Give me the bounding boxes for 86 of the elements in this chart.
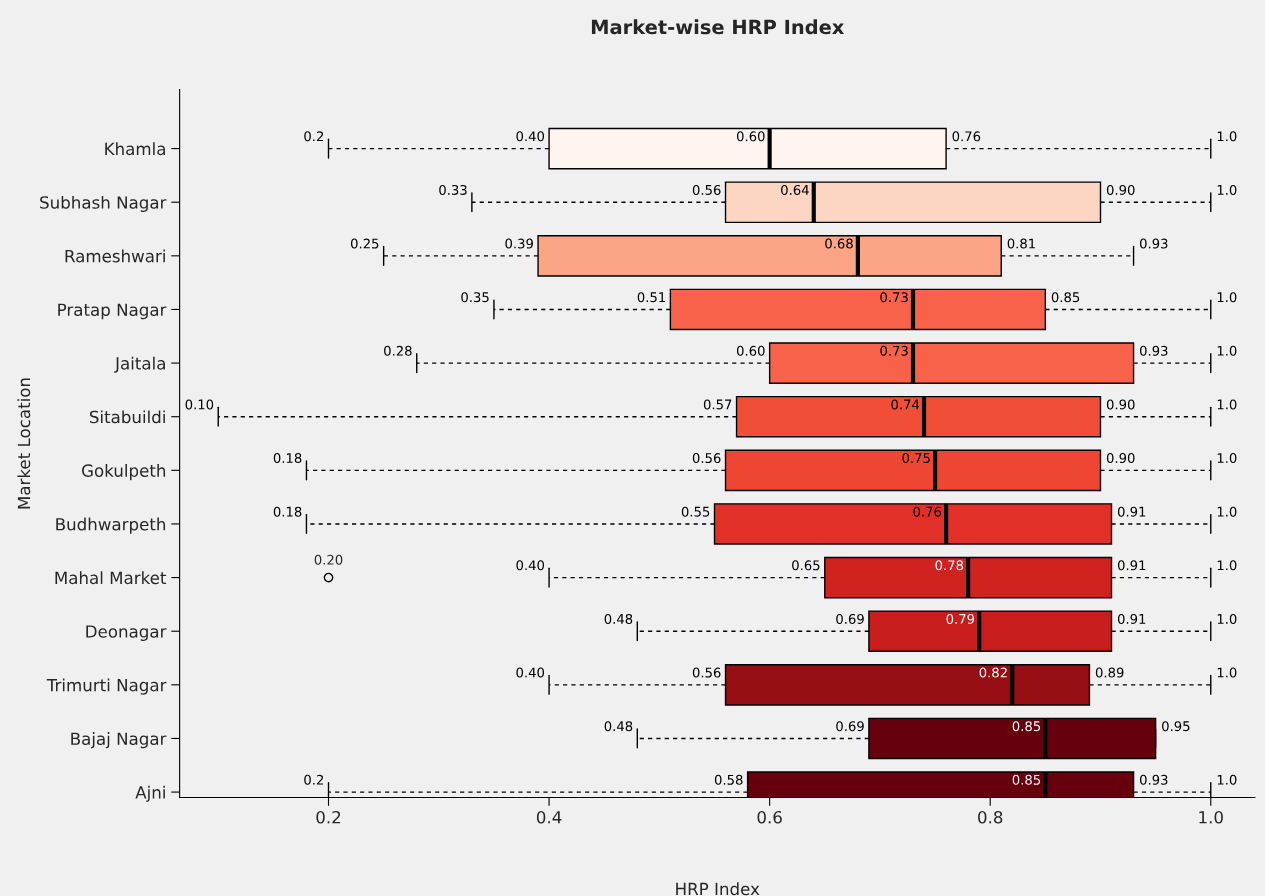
annotation: 0.39 xyxy=(505,238,533,249)
annotation: 0.73 xyxy=(880,292,908,303)
annotation: 0.60 xyxy=(736,131,765,142)
annotation: 0.65 xyxy=(792,560,820,571)
annotation: 0.74 xyxy=(891,399,920,410)
annotation: 0.2 xyxy=(304,774,324,785)
annotation: 1.0 xyxy=(1217,184,1237,195)
annotation: 0.93 xyxy=(1140,238,1168,249)
y-tick-label: Sitabuildi xyxy=(89,410,165,424)
annotation: 0.57 xyxy=(703,399,732,410)
annotation: 0.85 xyxy=(1051,292,1080,303)
annotation: 1.0 xyxy=(1217,292,1237,303)
annotation: 0.28 xyxy=(384,345,412,356)
annotation: 0.2 xyxy=(304,131,324,142)
y-tick-label: Gokulpeth xyxy=(82,464,166,481)
annotation: 0.55 xyxy=(681,506,710,517)
annotation: 0.73 xyxy=(880,345,908,356)
annotation: 0.64 xyxy=(781,184,809,195)
annotation: 0.82 xyxy=(979,667,1007,678)
annotation: 1.0 xyxy=(1217,506,1237,517)
annotation: 0.76 xyxy=(952,131,981,142)
annotation: 0.58 xyxy=(714,774,743,785)
annotation: 1.0 xyxy=(1217,345,1237,356)
annotation: 0.76 xyxy=(913,506,942,517)
annotation: 0.56 xyxy=(692,184,721,195)
y-tick-label: Pratap Nagar xyxy=(58,303,167,320)
annotation: 0.75 xyxy=(902,453,930,464)
y-tick-label: Mahal Market xyxy=(55,571,167,585)
y-tick-label: Budhwarpeth xyxy=(56,517,166,534)
chart-title: Market-wise HRP Index xyxy=(591,19,845,35)
x-axis-title: HRP Index xyxy=(676,882,760,896)
annotation: 0.18 xyxy=(273,506,302,517)
annotation: 0.40 xyxy=(516,667,545,678)
annotation: 1.0 xyxy=(1217,613,1237,624)
y-tick-label: Trimurti Nagar xyxy=(46,678,167,695)
annotation: 0.40 xyxy=(516,131,545,142)
annotation: 0.81 xyxy=(1007,238,1035,249)
annotation: 1.0 xyxy=(1217,667,1237,678)
annotation: 1.0 xyxy=(1217,399,1237,410)
x-tick-label: 0.6 xyxy=(757,810,782,824)
annotation: 0.91 xyxy=(1117,506,1146,517)
annotation: 0.85 xyxy=(1012,774,1041,785)
y-tick-label: Subhash Nagar xyxy=(40,195,167,213)
y-tick-label: Ajni xyxy=(135,785,165,802)
y-axis-title: Market Location xyxy=(17,378,31,509)
annotation: 0.48 xyxy=(604,613,633,624)
annotation: 0.56 xyxy=(692,667,721,678)
annotation: 0.48 xyxy=(604,721,633,732)
y-tick-label: Bajaj Nagar xyxy=(71,732,167,749)
annotation: 0.18 xyxy=(273,453,302,464)
annotation: 0.33 xyxy=(439,184,467,195)
annotation: 0.89 xyxy=(1095,667,1124,678)
annotation: 0.25 xyxy=(350,238,379,249)
annotation: 0.69 xyxy=(836,613,864,624)
annotation: 0.10 xyxy=(185,399,214,410)
annotation: 0.90 xyxy=(1106,184,1135,195)
annotation: 0.78 xyxy=(935,560,964,571)
y-tick-label: Rameshwari xyxy=(65,249,165,263)
annotation: 0.20 xyxy=(314,554,343,565)
annotation: 0.68 xyxy=(825,238,853,249)
annotation: 0.35 xyxy=(461,292,489,303)
annotation: 0.91 xyxy=(1117,613,1146,624)
annotation: 0.85 xyxy=(1012,721,1041,732)
annotation: 0.40 xyxy=(516,560,545,571)
annotation: 0.60 xyxy=(736,345,765,356)
annotation: 1.0 xyxy=(1217,453,1237,464)
x-tick-label: 0.8 xyxy=(978,810,1003,824)
y-tick-label: Jaitala xyxy=(114,356,165,373)
annotation: 0.93 xyxy=(1140,345,1168,356)
annotation: 0.56 xyxy=(692,453,721,464)
x-tick-label: 1.0 xyxy=(1199,810,1223,824)
annotation: 1.0 xyxy=(1217,774,1237,785)
annotation: 0.93 xyxy=(1140,774,1168,785)
annotation: 1.0 xyxy=(1217,560,1237,571)
annotation: 0.69 xyxy=(836,721,864,732)
annotation: 0.90 xyxy=(1106,399,1135,410)
annotation: 0.95 xyxy=(1162,721,1190,732)
x-tick-label: 0.2 xyxy=(316,810,341,824)
annotation: 0.90 xyxy=(1106,453,1135,464)
annotation: 0.79 xyxy=(946,613,975,624)
y-tick-label: Khamla xyxy=(105,142,165,156)
annotation: 1.0 xyxy=(1217,131,1237,142)
annotation: 0.51 xyxy=(637,292,665,303)
x-tick-label: 0.4 xyxy=(536,810,562,824)
y-tick-label: Deonagar xyxy=(86,625,167,641)
annotation: 0.91 xyxy=(1117,560,1146,571)
